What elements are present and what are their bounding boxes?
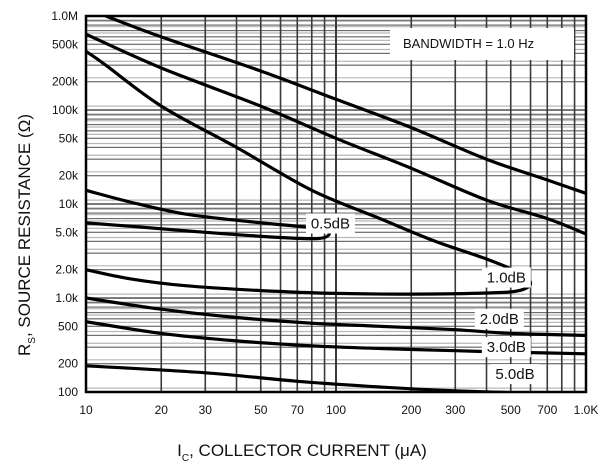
x-tick-label: 20 — [155, 403, 169, 417]
x-tick-label: 700 — [537, 403, 557, 417]
y-tick-label: 100k — [52, 103, 79, 117]
x-tick-label: 500 — [501, 403, 521, 417]
curve-labels: 0.5dB 1.0dB 2.0dB 3.0dB 5.0dB — [305, 213, 540, 385]
x-tick-label: 100 — [326, 403, 346, 417]
x-tick-label: 300 — [445, 403, 465, 417]
annotation-box: BANDWIDTH = 1.0 Hz — [390, 28, 574, 60]
curve-label-bg-2-0db — [474, 308, 524, 329]
curve-label-bg-0-5db — [305, 213, 355, 234]
y-axis-title: RS, SOURCE RESISTANCE (Ω) — [15, 114, 38, 356]
x-tick-label: 1.0K — [574, 403, 599, 417]
y-tick-label: 10k — [59, 197, 79, 211]
x-axis-title: IC, COLLECTOR CURRENT (μA) — [177, 441, 427, 464]
y-tick-label: 5.0k — [55, 225, 79, 239]
curve-label-5-0db: 5.0dB — [495, 366, 534, 383]
curve-label-bg-3-0db — [481, 337, 531, 358]
y-tick-label: 1.0M — [51, 9, 78, 23]
x-tick-label: 200 — [401, 403, 421, 417]
y-tick-label: 1.0k — [55, 291, 79, 305]
curve-5-0db — [86, 364, 549, 392]
x-tick-labels: 10 20 30 50 70 100 200 300 500 700 1.0K — [79, 403, 598, 417]
curve-label-0-5db: 0.5dB — [311, 216, 350, 233]
curve-2-0db — [86, 296, 586, 337]
curve-3-0db-upper — [86, 32, 586, 236]
x-tick-label: 50 — [254, 403, 268, 417]
plot-frame — [84, 14, 588, 394]
x-tick-label: 10 — [79, 403, 93, 417]
y-tick-label: 500k — [52, 37, 79, 51]
y-tick-label: 100 — [58, 385, 78, 399]
curve-label-bg-1-0db — [481, 267, 531, 288]
x-tick-label: 30 — [199, 403, 213, 417]
curve-label-3-0db: 3.0dB — [487, 339, 526, 356]
y-tick-label: 20k — [59, 169, 79, 183]
y-tick-labels: 100 200 500 1.0k 2.0k 5.0k 10k 20k 50k 100k 200k 50… — [51, 9, 79, 399]
y-tick-label: 200k — [52, 75, 79, 89]
plot-grid — [85, 15, 586, 393]
curve-label-1-0db: 1.0dB — [487, 270, 526, 287]
curve-label-bg-5-0db — [490, 364, 540, 385]
curve-label-2-0db: 2.0dB — [480, 311, 519, 328]
bandwidth-annotation: BANDWIDTH = 1.0 Hz — [403, 36, 534, 51]
y-tick-label: 200 — [58, 357, 78, 371]
curve-5-0db-upper — [104, 16, 586, 195]
x-tick-label: 70 — [291, 403, 305, 417]
y-tick-label: 50k — [59, 131, 79, 145]
y-tick-label: 500 — [58, 319, 78, 333]
y-tick-label: 2.0k — [55, 263, 79, 277]
